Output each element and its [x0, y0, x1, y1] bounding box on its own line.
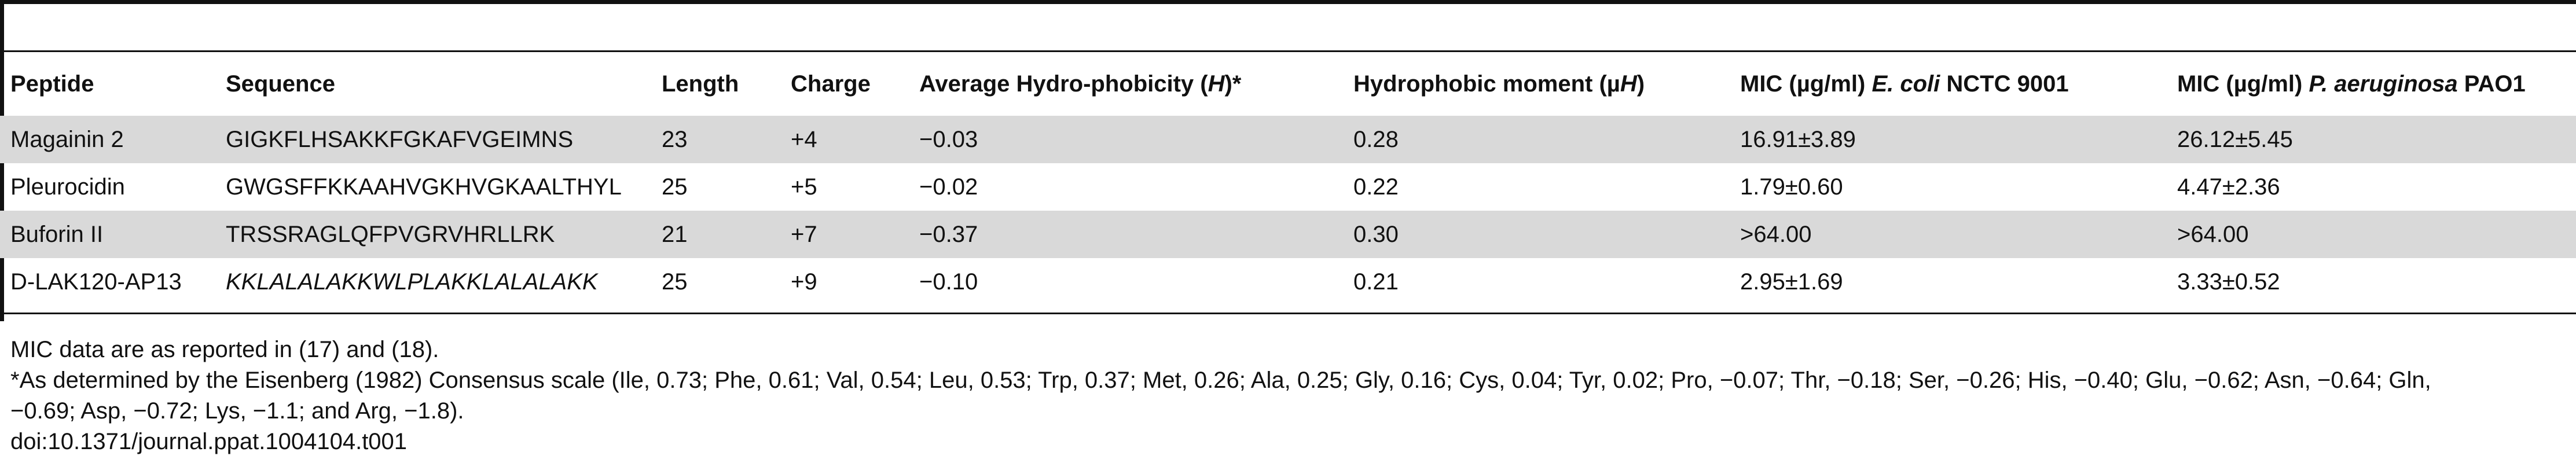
- header-mic-ecoli-organism: E. coli: [1872, 71, 1940, 97]
- cell-mic-ecoli: 1.79±0.60: [1740, 174, 1843, 200]
- header-hydrophobic-moment-suffix: ): [1636, 71, 1645, 97]
- footnote-eisenberg-scale-cont: −0.69; Asp, −0.72; Lys, −1.1; and Arg, −…: [10, 398, 464, 424]
- cell-sequence: GWGSFFKKAAHVGKHVGKAALTHYL: [226, 174, 622, 200]
- table-row: Buforin II TRSSRAGLQFPVGRVHRLLRK 21 +7 −…: [0, 211, 2576, 258]
- header-avg-hydrophobicity-label: Average Hydro-phobicity (: [919, 71, 1208, 97]
- table-row: Magainin 2 GIGKFLHSAKKFGKAFVGEIMNS 23 +4…: [0, 116, 2576, 163]
- header-hydrophobic-moment-mu: µ: [1606, 71, 1620, 97]
- cell-mic-paeruginosa: 26.12±5.45: [2167, 116, 2576, 163]
- cell-mic-paeruginosa: >64.00: [2167, 211, 2576, 258]
- cell-length: 21: [651, 211, 780, 258]
- cell-hydrophobic-moment: 0.30: [1343, 211, 1730, 258]
- cell-hydrophobic-moment: 0.21: [1353, 269, 1399, 295]
- doi-line: doi:10.1371/journal.ppat.1004104.t001: [10, 429, 408, 454]
- cell-hydrophobic-moment: 0.22: [1353, 174, 1399, 200]
- cell-mic-paeruginosa: 4.47±2.36: [2177, 174, 2280, 200]
- cell-avg-hydrophobicity: −0.10: [919, 269, 978, 295]
- cell-peptide: D-LAK120-AP13: [10, 269, 182, 295]
- cell-charge: +7: [780, 211, 909, 258]
- cell-charge: +9: [791, 269, 817, 295]
- cell-avg-hydrophobicity: −0.02: [919, 174, 978, 200]
- cell-mic-ecoli: >64.00: [1730, 211, 2167, 258]
- header-mic-paeruginosa-label: MIC (µg/ml): [2177, 71, 2309, 97]
- table-row: D-LAK120-AP13 KKLALALAKKWLPLAKKLALALAKK …: [0, 258, 2576, 306]
- cell-length: 25: [662, 174, 688, 200]
- header-avg-hydrophobicity-suffix: )*: [1224, 71, 1242, 97]
- header-avg-hydrophobicity-symbol: H: [1208, 71, 1225, 97]
- header-mic-paeruginosa-strain: PAO1: [2457, 71, 2526, 97]
- header-peptide: Peptide: [10, 71, 94, 97]
- cell-sequence: KKLALALAKKWLPLAKKLALALAKK: [226, 269, 598, 295]
- cell-avg-hydrophobicity: −0.37: [909, 211, 1343, 258]
- cell-length: 23: [651, 116, 780, 163]
- footnote-mic-source: MIC data are as reported in (17) and (18…: [10, 337, 439, 362]
- header-sequence: Sequence: [226, 71, 335, 97]
- header-length: Length: [662, 71, 739, 97]
- cell-mic-ecoli: 16.91±3.89: [1730, 116, 2167, 163]
- peptide-table: Peptide Sequence Length Charge Average H…: [0, 52, 2576, 306]
- cell-sequence: GIGKFLHSAKKFGKAFVGEIMNS: [215, 116, 651, 163]
- cell-peptide: Pleurocidin: [10, 174, 125, 200]
- footnote-eisenberg-scale: *As determined by the Eisenberg (1982) C…: [10, 368, 2431, 393]
- header-mic-ecoli: MIC (µg/ml) E. coli NCTC 9001: [1730, 52, 2167, 116]
- table-row: Pleurocidin GWGSFFKKAAHVGKHVGKAALTHYL 25…: [0, 163, 2576, 211]
- header-mic-ecoli-label: MIC (µg/ml): [1740, 71, 1872, 97]
- table-top-rule: [0, 50, 2576, 52]
- cell-charge: +5: [791, 174, 817, 200]
- table-footnotes: MIC data are as reported in (17) and (18…: [10, 335, 2569, 457]
- cell-charge: +4: [780, 116, 909, 163]
- header-hydrophobic-moment-symbol: H: [1620, 71, 1637, 97]
- cell-sequence: TRSSRAGLQFPVGRVHRLLRK: [215, 211, 651, 258]
- header-hydrophobic-moment: Hydrophobic moment (µH): [1343, 52, 1730, 116]
- table-bottom-rule: [0, 313, 2576, 314]
- cell-peptide: Magainin 2: [0, 116, 215, 163]
- cell-length: 25: [662, 269, 688, 295]
- table-header-row: Peptide Sequence Length Charge Average H…: [0, 52, 2576, 116]
- top-border: [0, 0, 2576, 4]
- header-charge: Charge: [791, 71, 871, 97]
- cell-avg-hydrophobicity: −0.03: [909, 116, 1343, 163]
- header-avg-hydrophobicity: Average Hydro-phobicity (H)*: [909, 52, 1343, 116]
- header-mic-paeruginosa: MIC (µg/ml) P. aeruginosa PAO1: [2167, 52, 2576, 116]
- header-mic-paeruginosa-organism: P. aeruginosa: [2309, 71, 2458, 97]
- cell-mic-paeruginosa: 3.33±0.52: [2177, 269, 2280, 295]
- header-hydrophobic-moment-label: Hydrophobic moment (: [1353, 71, 1607, 97]
- cell-mic-ecoli: 2.95±1.69: [1740, 269, 1843, 295]
- cell-hydrophobic-moment: 0.28: [1343, 116, 1730, 163]
- cell-peptide: Buforin II: [0, 211, 215, 258]
- header-mic-ecoli-strain: NCTC 9001: [1940, 71, 2069, 97]
